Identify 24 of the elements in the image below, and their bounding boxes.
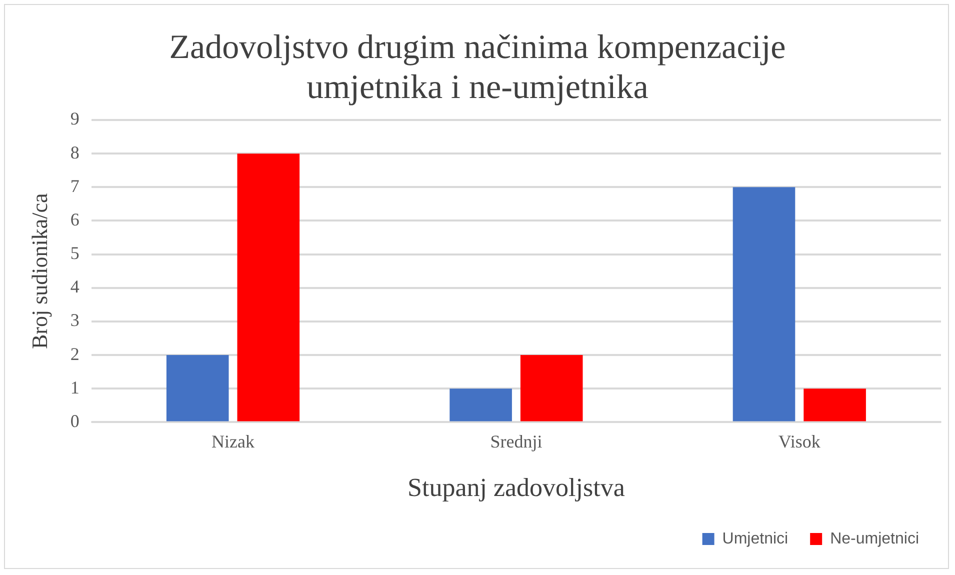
x-axis-title: Stupanj zadovoljstva [408,473,626,502]
bar [450,388,512,422]
x-tick-label: Visok [778,432,820,452]
y-tick-label: 3 [70,310,80,330]
legend-label: Ne-umjetnici [830,530,920,548]
legend-label: Umjetnici [722,530,788,548]
chart-title: Zadovoljstvo drugim načinima kompenzacije umjetnika i ne-umjetnika [168,28,787,108]
bar [520,355,583,422]
bar [237,154,300,422]
x-tick-label: Srednji [490,432,542,452]
y-tick-label: 1 [70,377,80,398]
y-tick-label: 0 [70,410,80,431]
y-tick-label: 9 [70,108,80,129]
bar [804,388,866,422]
y-tick-label: 5 [70,243,80,264]
y-tick-label: 7 [70,176,80,196]
y-tick-label: 8 [70,142,80,162]
x-tick-label: Nizak [212,432,254,452]
bar [166,355,229,422]
y-tick-label: 4 [70,276,80,297]
y-tick-label: 2 [70,344,80,364]
y-tick-label: 6 [70,209,80,230]
bar [732,187,796,422]
y-axis-title: Broj sudionika/ca [26,192,52,350]
